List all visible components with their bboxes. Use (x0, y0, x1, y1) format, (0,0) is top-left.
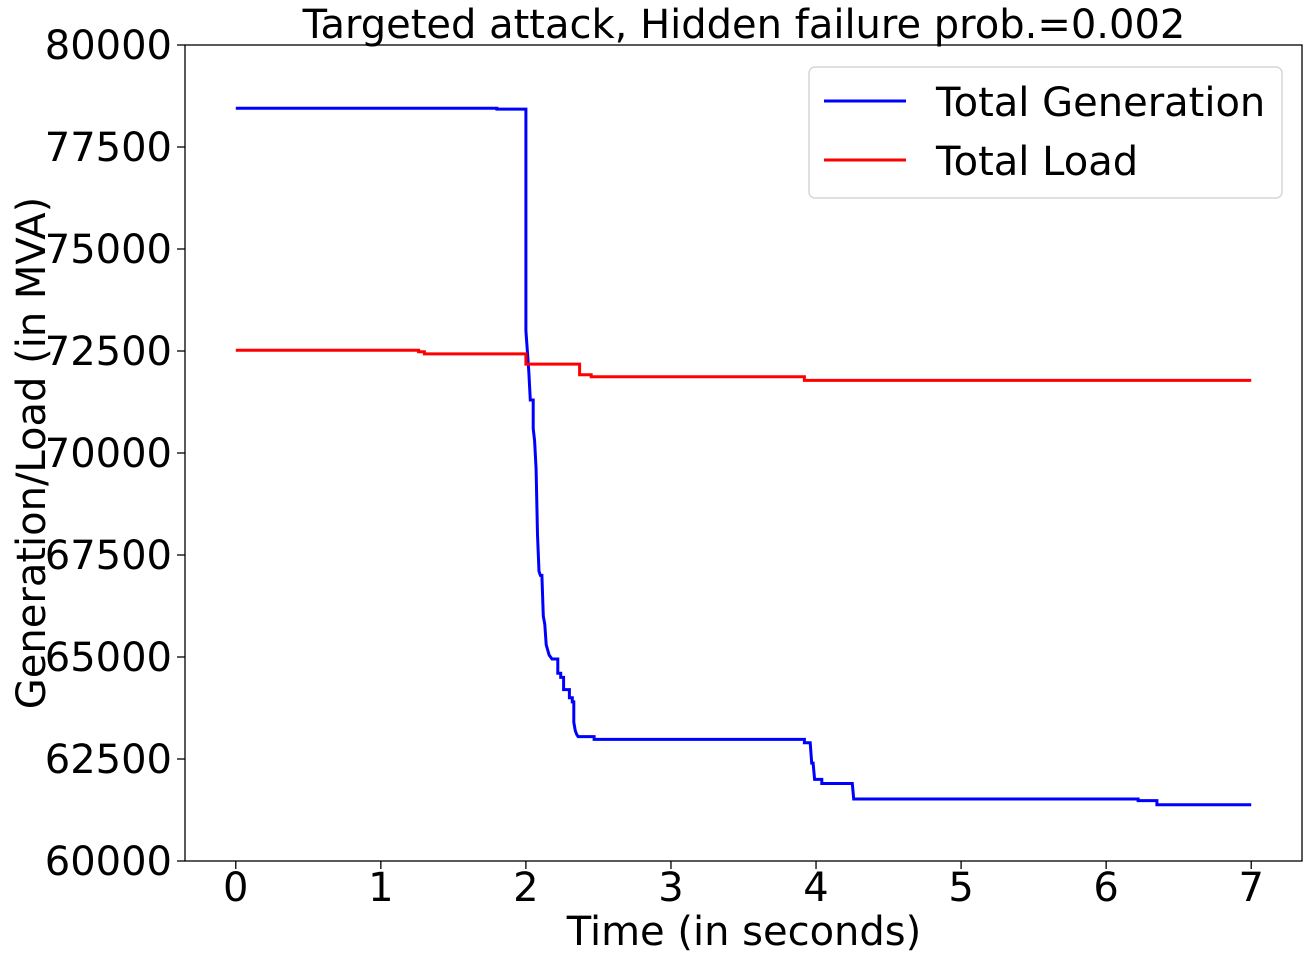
legend: Total Generation Total Load (808, 66, 1283, 199)
x-tick-label: 4 (803, 865, 828, 911)
y-tick-label: 77500 (45, 125, 172, 171)
legend-label-total-generation: Total Generation (935, 80, 1265, 126)
x-axis: 0 1 2 3 4 5 6 7 (223, 861, 1264, 911)
x-tick-label: 5 (948, 865, 973, 911)
x-tick-label: 0 (223, 865, 248, 911)
y-tick-label: 65000 (45, 635, 172, 681)
y-tick-label: 67500 (45, 533, 172, 579)
y-axis: 60000 62500 65000 67500 70000 72500 75000 77500… (45, 23, 185, 885)
x-tick-label: 6 (1093, 865, 1118, 911)
y-tick-label: 62500 (45, 737, 172, 783)
plot-area (235, 106, 1252, 807)
y-axis-label: Generation/Load (in MVA) (9, 197, 55, 709)
legend-label-total-load: Total Load (935, 139, 1138, 185)
y-tick-label: 72500 (45, 329, 172, 375)
x-axis-label: Time (in seconds) (566, 909, 922, 955)
chart-title: Targeted attack, Hidden failure prob.=0.… (302, 2, 1186, 48)
x-tick-label: 3 (658, 865, 683, 911)
series-line-total-load (235, 348, 1252, 382)
legend-box (808, 66, 1283, 199)
x-tick-label: 1 (368, 865, 393, 911)
series-line-total-generation (235, 106, 1252, 807)
y-tick-label: 70000 (45, 431, 172, 477)
x-tick-label: 7 (1239, 865, 1264, 911)
x-tick-label: 2 (513, 865, 538, 911)
y-tick-label: 60000 (45, 839, 172, 885)
y-tick-label: 75000 (45, 227, 172, 273)
y-tick-label: 80000 (45, 23, 172, 69)
